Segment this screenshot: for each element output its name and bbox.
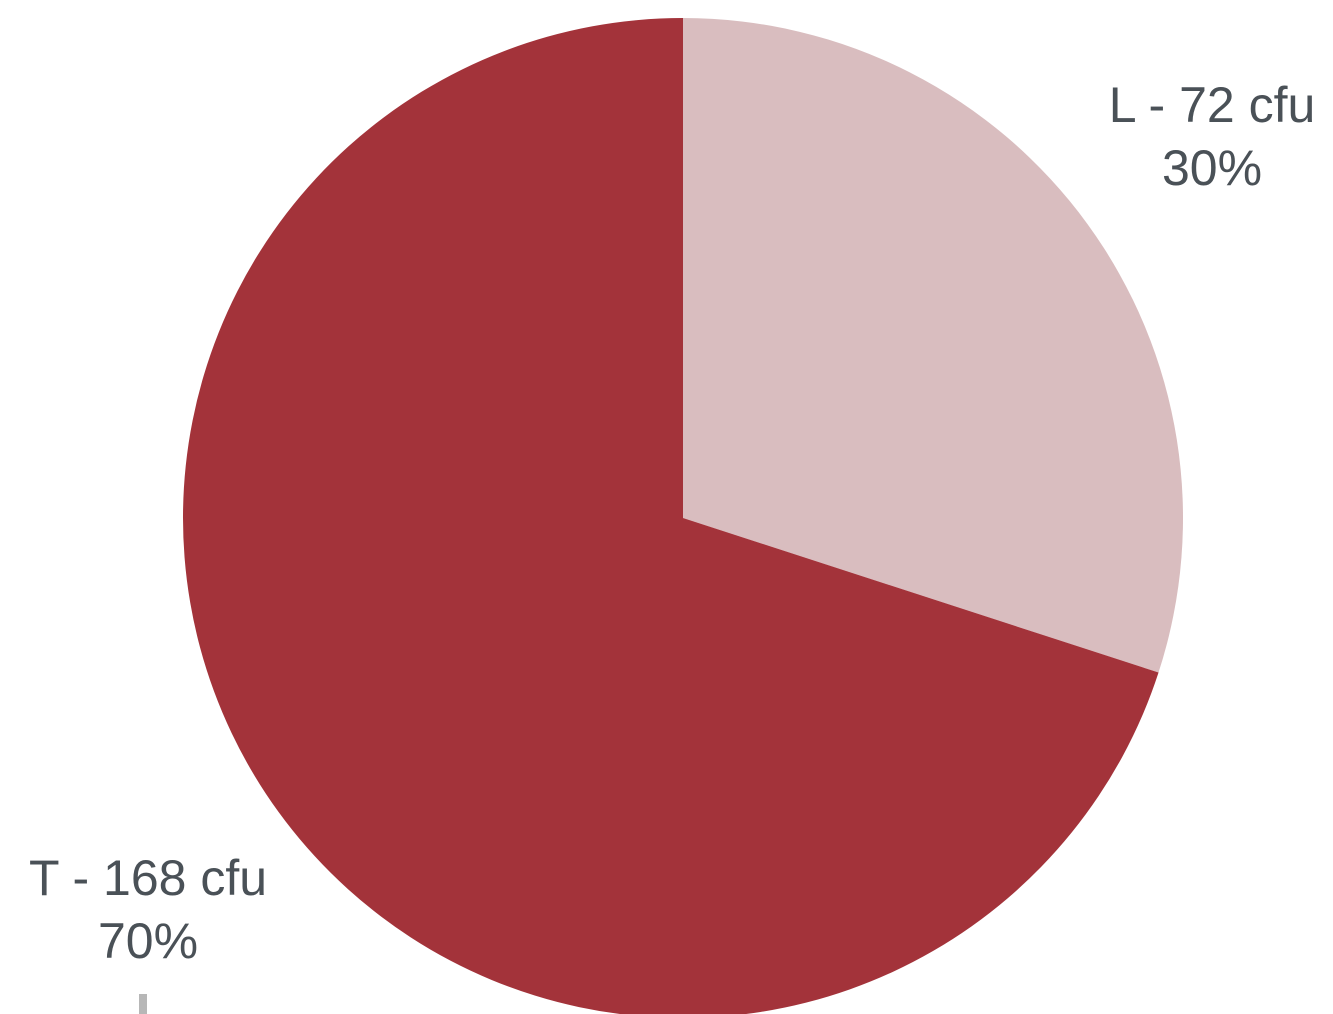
slice-label-t-name: T - 168 cfu bbox=[29, 850, 267, 906]
slice-label-l-percent: 30% bbox=[1162, 140, 1262, 196]
slice-label-t-percent: 70% bbox=[98, 913, 198, 969]
pie-slice-t bbox=[183, 18, 1159, 1014]
pie-slices bbox=[183, 18, 1183, 1014]
pie-slice-l bbox=[683, 18, 1183, 673]
slice-label-l-name: L - 72 cfu bbox=[1109, 77, 1316, 133]
